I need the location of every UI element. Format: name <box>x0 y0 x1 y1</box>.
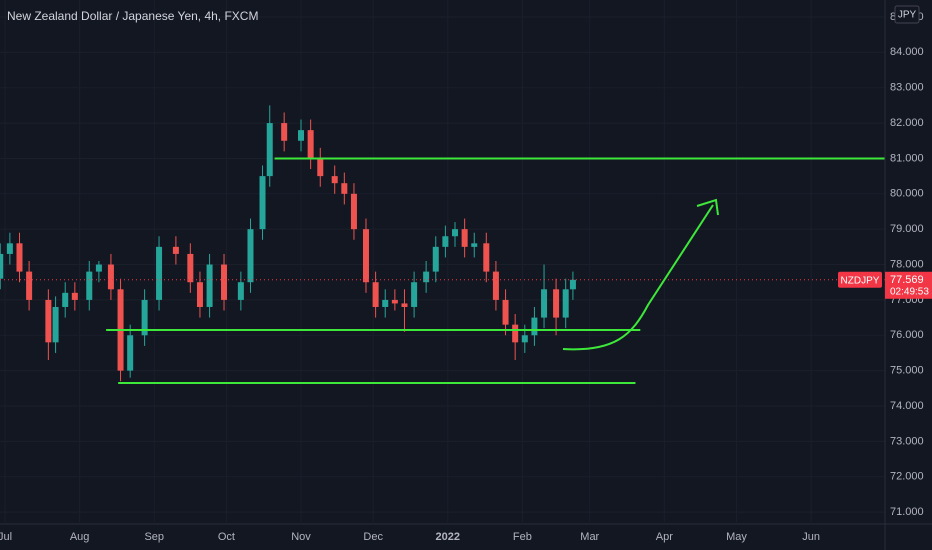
candle-body <box>237 282 244 300</box>
x-tick-label: Aug <box>70 531 90 543</box>
candle-body <box>52 306 59 343</box>
candle-body <box>281 123 288 141</box>
candle-body <box>341 183 348 194</box>
candle-body <box>562 289 569 318</box>
forecast-arrow <box>562 204 714 351</box>
chart-title: New Zealand Dollar / Japanese Yen, 4h, F… <box>7 9 258 23</box>
x-tick-label: Apr <box>656 531 673 543</box>
y-tick-label: 76.000 <box>890 329 924 341</box>
candle-body <box>350 193 357 230</box>
candle-body <box>391 299 398 304</box>
candle-body <box>553 289 560 318</box>
candle-body <box>141 299 148 336</box>
y-tick-label: 78.000 <box>890 258 924 270</box>
candle-body <box>221 264 228 300</box>
y-tick-label: 71.000 <box>890 506 924 518</box>
candle-body <box>521 335 528 343</box>
candle-body <box>6 243 13 254</box>
x-tick-label: Jul <box>0 531 12 543</box>
candle-body <box>461 229 468 247</box>
symbol-tag <box>838 271 882 288</box>
candle-body <box>569 279 576 290</box>
candle-body <box>531 317 538 336</box>
currency-box[interactable] <box>894 5 920 24</box>
candle-body <box>492 271 499 300</box>
y-tick-label: 84.000 <box>890 46 924 58</box>
candle-body <box>172 246 179 254</box>
candle-body <box>107 264 114 290</box>
candle-body <box>401 303 408 307</box>
x-tick-label: May <box>726 531 747 543</box>
candle-body <box>502 299 509 325</box>
candle-body <box>45 299 52 343</box>
candle-body <box>442 236 449 247</box>
candle-body <box>26 271 33 300</box>
candle-body <box>86 271 93 300</box>
x-tick-label: Mar <box>580 531 599 543</box>
price-label: 77.569 <box>890 274 924 286</box>
x-tick-label: Feb <box>513 531 532 543</box>
y-tick-label: 79.000 <box>890 223 924 235</box>
candle-body <box>127 335 134 371</box>
symbol-label: NZDJPY <box>841 275 880 286</box>
x-tick-label: 2022 <box>436 531 460 543</box>
plot-area <box>0 105 885 385</box>
candle-body <box>423 271 430 283</box>
x-tick-label: Jun <box>802 531 820 543</box>
candle-body <box>362 229 369 283</box>
candle-body <box>196 282 203 307</box>
price-tag <box>885 271 932 299</box>
y-tick-label: 72.000 <box>890 471 924 483</box>
candle-body <box>156 246 163 300</box>
candle-body <box>307 130 314 159</box>
candle-body <box>512 324 519 343</box>
candle-body <box>266 123 273 177</box>
candle-body <box>16 243 23 272</box>
candle-body <box>95 264 102 272</box>
candle-body <box>0 253 4 279</box>
candle-body <box>298 130 305 141</box>
currency-label[interactable]: JPY <box>898 10 917 21</box>
candle-body <box>411 282 418 307</box>
candle-body <box>483 243 490 272</box>
x-tick-label: Dec <box>363 531 383 543</box>
candle-body <box>382 299 389 307</box>
arrow-head <box>696 198 719 216</box>
y-tick-label: 83.000 <box>890 82 924 94</box>
x-tick-label: Sep <box>144 531 164 543</box>
candle-body <box>206 264 213 307</box>
candle-body <box>259 176 266 230</box>
candle-body <box>317 158 324 177</box>
y-tick-label: 73.000 <box>890 435 924 447</box>
candle-body <box>471 243 478 247</box>
y-tick-label: 74.000 <box>890 400 924 412</box>
candle-body <box>247 229 254 283</box>
y-tick-label: 80.000 <box>890 188 924 200</box>
candle-body <box>372 282 379 307</box>
x-tick-label: Nov <box>291 531 311 543</box>
candle-body <box>452 229 459 237</box>
y-tick-label: 75.000 <box>890 365 924 377</box>
x-tick-label: Oct <box>218 531 235 543</box>
candle-body <box>187 253 194 283</box>
axes: 71.00072.00073.00074.00075.00076.00077.0… <box>0 11 932 543</box>
countdown-label: 02:49:53 <box>890 286 929 297</box>
candle-body <box>541 289 548 318</box>
y-tick-label: 82.000 <box>890 117 924 129</box>
candle-body <box>432 246 439 272</box>
candle-body <box>71 292 78 300</box>
y-tick-label: 81.000 <box>890 152 924 164</box>
candle-body <box>62 292 69 307</box>
candle-body <box>331 176 338 184</box>
